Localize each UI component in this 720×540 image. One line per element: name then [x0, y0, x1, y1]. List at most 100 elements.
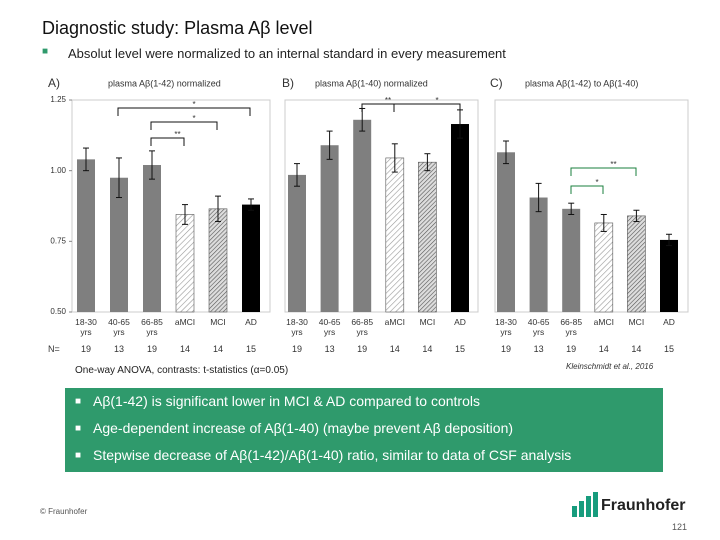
significance-bracket	[393, 103, 461, 112]
n-value: 14	[212, 344, 223, 354]
error-bar	[503, 140, 509, 165]
n-value: 13	[324, 344, 335, 354]
logo-text: Fraunhofer	[601, 497, 686, 514]
significance-label: *	[435, 96, 438, 105]
summary-box: ■ Aβ(1-42) is significant lower in MCI & …	[65, 388, 663, 472]
x-tick-label: aMCI	[174, 317, 196, 327]
error-bar	[424, 153, 431, 172]
x-tick-label: AD	[663, 317, 675, 327]
x-tick-label: aMCI	[593, 317, 614, 327]
significance-bracket	[150, 121, 218, 130]
y-tick-label: 1.25	[50, 95, 66, 104]
x-tick-label: 18-30 yrs	[75, 317, 97, 337]
n-value: 19	[500, 344, 511, 354]
bar	[288, 174, 306, 312]
n-value: 15	[454, 344, 465, 354]
x-tick-label: MCI	[628, 317, 645, 327]
x-tick-label: 40-65 yrs	[527, 317, 550, 337]
error-bar	[182, 204, 188, 225]
bullet-text: Age-dependent increase of Aβ(1-40) (mayb…	[93, 420, 514, 436]
bar	[562, 208, 581, 312]
bullet-icon: ■	[42, 46, 49, 57]
bar	[451, 124, 469, 312]
n-value: 14	[179, 344, 190, 354]
panel-label: A)	[48, 76, 60, 90]
x-tick-label: aMCI	[384, 317, 405, 327]
n-value: 13	[113, 344, 124, 354]
bar	[208, 208, 228, 313]
significance-bracket	[570, 167, 637, 176]
x-tick-label: AD	[245, 317, 257, 327]
error-bar	[248, 198, 254, 211]
error-bar	[600, 213, 607, 232]
x-tick-label: 18-30 yrs	[286, 317, 308, 337]
x-tick-label: 66-85 yrs	[141, 317, 163, 337]
n-value: 19	[146, 344, 157, 354]
n-value: 14	[631, 344, 642, 354]
panel-title: plasma Aβ(1-42) to Aβ(1-40)	[525, 78, 638, 88]
significance-bracket	[150, 137, 185, 146]
plot-frame	[71, 99, 271, 313]
panel-title: plasma Aβ(1-42) normalized	[108, 78, 221, 88]
x-tick-label: 40-65 yrs	[108, 317, 130, 337]
bar	[175, 214, 195, 313]
bar	[594, 222, 614, 313]
y-tick-label: 0.50	[50, 307, 66, 316]
error-bar	[633, 209, 640, 223]
error-bar	[116, 157, 122, 199]
bar	[660, 239, 678, 312]
n-value: 19	[566, 344, 577, 354]
significance-label: *	[192, 114, 195, 123]
bar	[353, 119, 372, 312]
error-bar	[326, 130, 333, 160]
x-tick-label: 18-30 yrs	[495, 317, 517, 337]
significance-label: **	[385, 96, 391, 105]
bar	[497, 152, 515, 312]
n-label: N=	[48, 344, 60, 354]
plot-frame	[284, 99, 479, 313]
page-number: 121	[672, 522, 688, 532]
significance-bracket	[361, 103, 395, 112]
logo-icon	[572, 492, 598, 517]
bullet-icon: ■	[75, 396, 82, 407]
panel-label: C)	[490, 76, 503, 90]
y-tick-label: 1.00	[50, 166, 66, 175]
significance-label: *	[595, 178, 598, 187]
n-value: 14	[389, 344, 400, 354]
significance-bracket	[570, 185, 604, 194]
copyright: © Fraunhofer	[40, 507, 88, 516]
bar	[529, 197, 548, 312]
error-bar	[666, 233, 672, 247]
n-value: 15	[663, 344, 674, 354]
x-tick-label: MCI	[210, 317, 226, 327]
bar	[385, 157, 405, 313]
plot-frame	[494, 99, 689, 313]
bullet-icon: ■	[75, 423, 82, 434]
bar	[110, 177, 128, 312]
bar	[418, 161, 437, 313]
y-tick-label: 0.75	[50, 236, 66, 245]
n-value: 13	[533, 344, 544, 354]
x-tick-label: MCI	[419, 317, 436, 327]
n-value: 19	[80, 344, 91, 354]
bullet-text: Stepwise decrease of Aβ(1-42)/Aβ(1-40) r…	[93, 447, 572, 463]
bar	[143, 165, 161, 312]
n-value: 14	[422, 344, 433, 354]
x-tick-label: 40-65 yrs	[318, 317, 341, 337]
error-bar	[568, 202, 575, 215]
n-value: 15	[245, 344, 256, 354]
bar	[77, 159, 95, 312]
x-tick-label: 66-85 yrs	[560, 317, 583, 337]
error-bar	[149, 150, 155, 180]
significance-label: *	[192, 100, 195, 109]
slide-title: Diagnostic study: Plasma Aβ level	[42, 18, 313, 38]
x-tick-label: AD	[454, 317, 466, 327]
error-bar	[215, 195, 221, 223]
significance-label: **	[174, 130, 180, 139]
error-bar	[535, 182, 542, 213]
significance-label: **	[610, 160, 616, 169]
footnote: One-way ANOVA, contrasts: t-statistics (…	[75, 365, 289, 376]
significance-bracket	[117, 107, 251, 116]
